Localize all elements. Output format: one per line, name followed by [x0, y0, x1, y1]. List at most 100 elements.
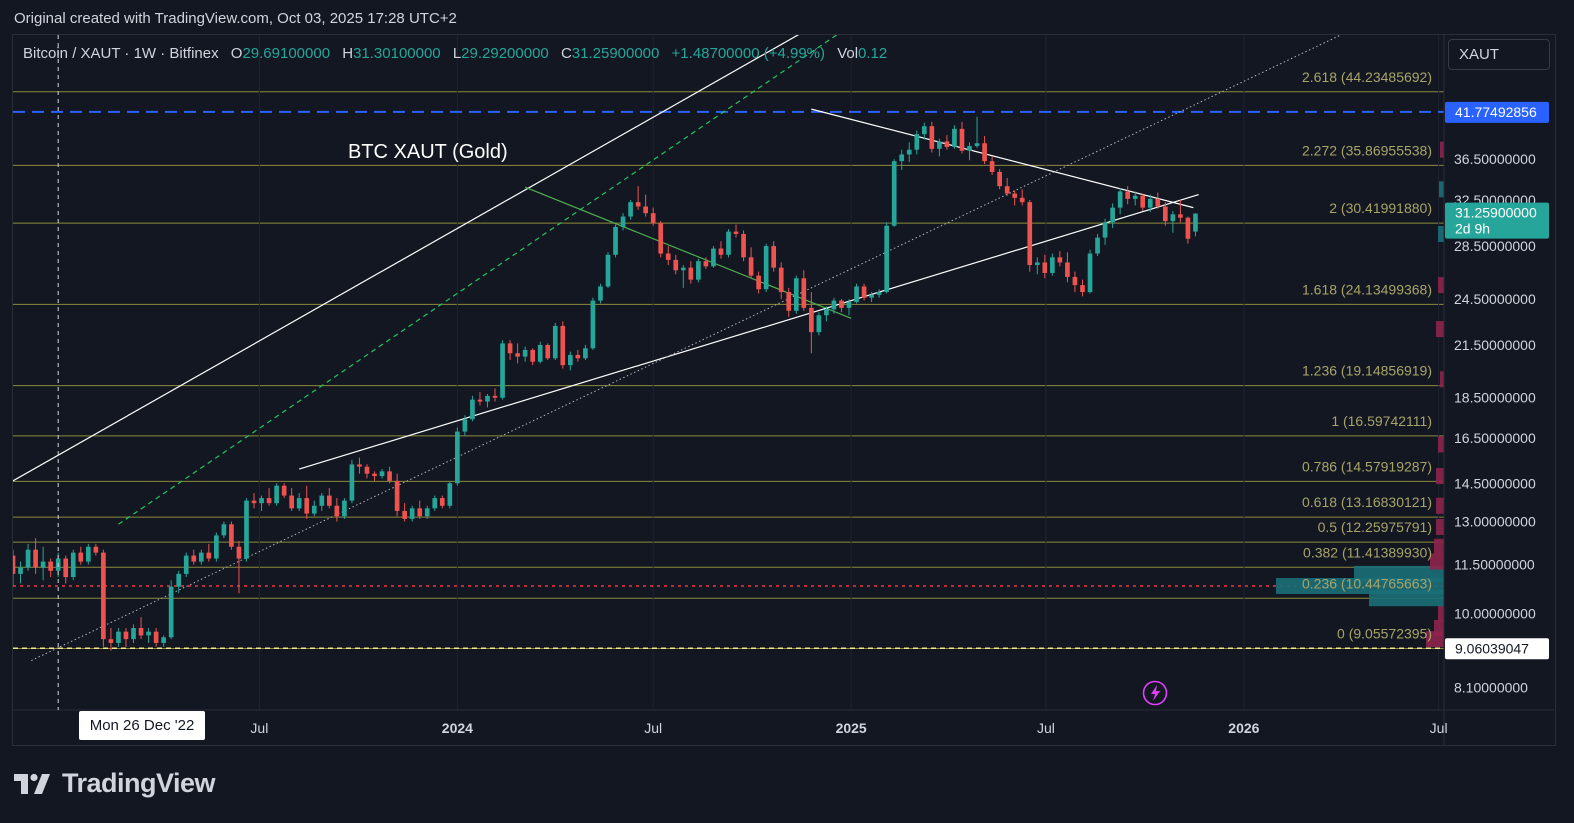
- trend-line[interactable]: [31, 35, 1341, 661]
- candle-down[interactable]: [673, 254, 679, 275]
- chart-frame[interactable]: [12, 34, 1556, 746]
- candle-down[interactable]: [364, 464, 370, 479]
- candle-down[interactable]: [1080, 279, 1085, 297]
- candle-up[interactable]: [311, 500, 317, 517]
- candle-up[interactable]: [537, 341, 543, 364]
- candle-down[interactable]: [778, 262, 784, 300]
- candle-up[interactable]: [424, 505, 430, 519]
- candle-down[interactable]: [48, 558, 53, 578]
- tradingview-brand[interactable]: TradingView: [14, 768, 216, 799]
- candle-down[interactable]: [575, 349, 581, 362]
- candle-down[interactable]: [1072, 271, 1078, 293]
- candle-up[interactable]: [620, 213, 626, 231]
- candle-up[interactable]: [1117, 188, 1123, 215]
- trend-line[interactable]: [13, 32, 804, 482]
- candle-down[interactable]: [658, 221, 664, 258]
- candle-down[interactable]: [733, 224, 739, 238]
- candle-up[interactable]: [552, 322, 558, 361]
- candle-down[interactable]: [1140, 193, 1146, 211]
- candle-down[interactable]: [861, 283, 867, 301]
- candle-up[interactable]: [793, 275, 799, 314]
- candle-down[interactable]: [748, 247, 754, 279]
- candle-down[interactable]: [703, 257, 709, 269]
- candle-down[interactable]: [771, 241, 777, 272]
- candle-up[interactable]: [296, 493, 302, 511]
- candle-up[interactable]: [244, 498, 249, 562]
- candle-down[interactable]: [688, 261, 694, 284]
- candle-up[interactable]: [146, 628, 151, 643]
- candle-down[interactable]: [1155, 192, 1161, 209]
- candle-down[interactable]: [1042, 254, 1048, 279]
- candle-down[interactable]: [229, 521, 234, 550]
- candle-up[interactable]: [590, 297, 596, 350]
- candle-down[interactable]: [1012, 190, 1018, 206]
- candle-up[interactable]: [891, 159, 897, 227]
- candle-up[interactable]: [680, 265, 686, 288]
- candle-down[interactable]: [93, 543, 99, 556]
- candle-down[interactable]: [108, 628, 114, 651]
- candle-up[interactable]: [161, 635, 166, 647]
- candle-up[interactable]: [1050, 253, 1055, 276]
- candle-up[interactable]: [183, 552, 189, 578]
- trend-line[interactable]: [299, 194, 1199, 470]
- candle-up[interactable]: [1102, 218, 1108, 245]
- candle-up[interactable]: [1147, 194, 1153, 213]
- candle-up[interactable]: [1170, 210, 1176, 233]
- candle-down[interactable]: [477, 392, 483, 406]
- candle-down[interactable]: [959, 121, 965, 154]
- candle-up[interactable]: [485, 393, 490, 408]
- candle-down[interactable]: [394, 473, 400, 517]
- candle-up[interactable]: [40, 546, 46, 581]
- candle-up[interactable]: [168, 580, 174, 640]
- price-axis[interactable]: 36.5000000032.5000000028.5000000024.5000…: [1443, 35, 1536, 745]
- candle-up[interactable]: [455, 427, 460, 486]
- candle-down[interactable]: [1027, 199, 1033, 272]
- candle-down[interactable]: [530, 348, 536, 366]
- candle-up[interactable]: [824, 306, 829, 322]
- candle-down[interactable]: [334, 498, 340, 522]
- candle-down[interactable]: [304, 485, 310, 519]
- candle-up[interactable]: [85, 543, 91, 565]
- candle-up[interactable]: [974, 116, 980, 148]
- candle-up[interactable]: [432, 495, 438, 511]
- candle-up[interactable]: [259, 495, 264, 511]
- candle-up[interactable]: [937, 138, 942, 157]
- candle-up[interactable]: [876, 289, 882, 298]
- candle-up[interactable]: [952, 125, 957, 149]
- trend-line[interactable]: [811, 108, 1194, 209]
- candle-up[interactable]: [1110, 203, 1115, 229]
- symbol-search-box[interactable]: XAUT: [1448, 39, 1550, 70]
- candle-up[interactable]: [816, 312, 822, 336]
- candle-down[interactable]: [507, 340, 513, 361]
- candle-down[interactable]: [1125, 186, 1131, 205]
- candle-down[interactable]: [417, 500, 423, 519]
- candle-up[interactable]: [846, 299, 852, 316]
- fibonacci-retracement[interactable]: [13, 91, 1444, 649]
- candle-down[interactable]: [289, 488, 295, 511]
- candle-down[interactable]: [138, 617, 144, 640]
- candle-up[interactable]: [1087, 249, 1093, 294]
- candle-up[interactable]: [176, 570, 182, 594]
- candle-up[interactable]: [854, 283, 859, 304]
- candle-down[interactable]: [326, 488, 332, 509]
- candle-down[interactable]: [741, 230, 746, 262]
- candle-up[interactable]: [447, 480, 453, 509]
- candle-down[interactable]: [635, 186, 641, 210]
- candle-up[interactable]: [763, 243, 769, 293]
- candle-down[interactable]: [1162, 202, 1168, 226]
- candle-down[interactable]: [372, 471, 377, 481]
- candle-down[interactable]: [402, 503, 407, 522]
- candle-down[interactable]: [809, 292, 814, 354]
- candle-down[interactable]: [989, 156, 995, 175]
- flash-icon[interactable]: [1142, 680, 1168, 706]
- candle-up[interactable]: [349, 459, 355, 504]
- candle-down[interactable]: [266, 488, 272, 506]
- candle-up[interactable]: [116, 628, 121, 647]
- candle-up[interactable]: [18, 561, 23, 584]
- candle-down[interactable]: [718, 241, 724, 259]
- candle-up[interactable]: [462, 415, 468, 436]
- candle-up[interactable]: [1095, 233, 1100, 257]
- candle-down[interactable]: [839, 299, 844, 313]
- candle-down[interactable]: [1185, 216, 1191, 244]
